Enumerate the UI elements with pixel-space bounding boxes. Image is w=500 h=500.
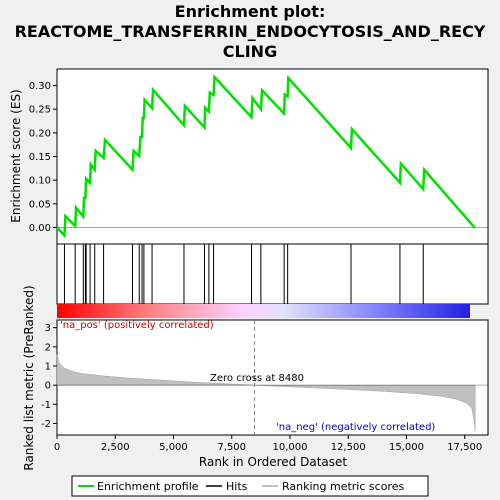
chart-title: Enrichment plot: REACTOME_TRANSFERRIN_EN… (0, 2, 500, 62)
x-tick-label: 17,500 (447, 442, 482, 453)
x-tick-label: 2,500 (101, 442, 130, 453)
metric-area (56, 354, 476, 432)
enrichment-profile-line (56, 73, 476, 239)
es-tick-label: 0.00 (29, 223, 51, 234)
es-axis-label: Enrichment score (ES) (9, 89, 23, 222)
x-axis-label: Rank in Ordered Dataset (199, 455, 347, 469)
es-panel (56, 68, 489, 245)
metric-tick-label: -1 (41, 400, 51, 411)
x-tick-label: 5,000 (159, 442, 188, 453)
negative-correlation-label: 'na_neg' (negatively correlated) (276, 422, 435, 433)
x-tick-label: 10,000 (272, 442, 307, 453)
metric-panel (56, 319, 489, 436)
metric-tick-label: 0 (45, 381, 51, 392)
metric-tick-label: 3 (45, 323, 51, 334)
metric-axis-label: Ranked list metric (PreRanked) (22, 285, 36, 470)
rank-colorbar (57, 304, 470, 318)
legend-profile-label: Enrichment profile (97, 480, 199, 493)
es-tick-label: 0.25 (29, 105, 51, 116)
x-tick-label: 12,500 (331, 442, 366, 453)
legend-box (71, 475, 429, 497)
title-line-3: CLING (222, 42, 278, 61)
es-tick-label: 0.30 (29, 81, 51, 92)
legend-hits-label: Hits (226, 480, 248, 493)
title-line-2: REACTOME_TRANSFERRIN_ENDOCYTOSIS_AND_REC… (14, 22, 486, 41)
zero-cross-label: Zero cross at 8480 (210, 373, 304, 384)
x-tick-label: 15,000 (389, 442, 424, 453)
legend-metric-label: Ranking metric scores (282, 480, 404, 493)
es-tick-label: 0.20 (29, 128, 51, 139)
metric-tick-label: 2 (45, 342, 51, 353)
metric-tick-label: 1 (45, 362, 51, 373)
metric-tick-label: -2 (41, 419, 51, 430)
x-tick-label: 7,500 (217, 442, 246, 453)
es-tick-label: 0.05 (29, 199, 51, 210)
title-line-1: Enrichment plot: (174, 2, 326, 21)
x-tick-label: 0 (54, 442, 60, 453)
es-tick-label: 0.10 (29, 176, 51, 187)
es-tick-label: 0.15 (29, 152, 51, 163)
positive-correlation-label: 'na_pos' (positively correlated) (60, 320, 214, 331)
